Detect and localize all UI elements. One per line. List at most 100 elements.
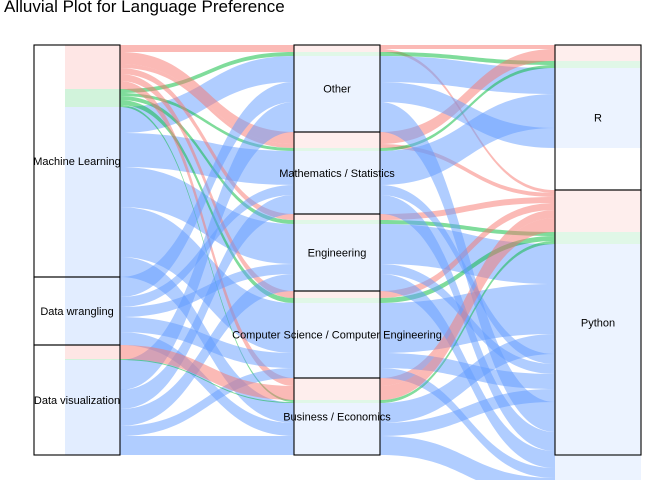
flow-machine-learning-to-computer-science-computer-engineering-blue xyxy=(120,207,294,353)
stratum-label-other: Other xyxy=(323,84,351,96)
stratum-fill-band xyxy=(294,403,380,423)
flow-engineering-to-python-blue xyxy=(380,274,555,468)
flow-machine-learning-to-mathematics-statistics-red xyxy=(120,64,294,148)
stratum-fill-band xyxy=(294,264,380,274)
stratum-fill-band xyxy=(294,52,380,56)
stratum-label-engineering: Engineering xyxy=(308,248,367,260)
stratum-label-data-wrangling: Data wrangling xyxy=(40,306,113,318)
stratum-fill-band xyxy=(65,307,120,317)
stratum-fill-band xyxy=(294,274,380,291)
stratum-python xyxy=(554,189,642,456)
stratum-fill-band xyxy=(65,207,120,257)
stratum-fill-band xyxy=(294,220,380,224)
stratum-fill-band xyxy=(555,451,641,468)
flow-business-economics-to-python-red xyxy=(380,210,555,386)
stratum-fill-band xyxy=(555,241,641,243)
stratum-fill-band xyxy=(555,61,641,65)
flow-machine-learning-to-other-red xyxy=(120,49,294,52)
flow-other-to-python-blue xyxy=(380,102,555,432)
stratum-fill-band xyxy=(65,359,120,360)
stratum-fill-band xyxy=(65,96,120,100)
flow-other-to-r-blue xyxy=(380,56,555,94)
stratum-fill-band xyxy=(294,353,380,368)
stratum-fill-band xyxy=(555,197,641,203)
flow-business-economics-to-python-red xyxy=(380,218,555,400)
stratum-fill-band xyxy=(294,400,380,402)
stratum-fill-band xyxy=(555,364,641,374)
stratum-fill-band xyxy=(294,224,380,264)
flow-data-wrangling-to-engineering-blue xyxy=(120,264,294,317)
stratum-fill-band xyxy=(65,64,120,68)
stratum-fill-band xyxy=(294,185,380,195)
flow-data-visualization-to-engineering-blue xyxy=(120,274,294,426)
flow-mathematics-statistics-to-python-red xyxy=(380,144,555,197)
flow-business-economics-to-python-blue xyxy=(380,389,555,436)
stratum-fill-band xyxy=(65,74,120,81)
stratum-label-machine-learning: Machine Learning xyxy=(33,156,120,168)
stratum-fill-band xyxy=(65,426,120,436)
stratum-fill-band xyxy=(555,354,641,364)
stratum-fill-band xyxy=(294,144,380,148)
stratum-fill-band xyxy=(294,148,380,151)
stratum-fill-band xyxy=(65,257,120,277)
stratum-fill-band xyxy=(294,49,380,52)
stratum-fill-band xyxy=(65,360,120,390)
flow-data-visualization-to-mathematics-statistics-blue xyxy=(120,195,294,409)
stratum-fill-band xyxy=(294,402,380,403)
stratum-fill-band xyxy=(555,236,641,241)
stratum-fill-band xyxy=(555,218,641,232)
stratum-fill-band xyxy=(555,389,641,402)
flow-business-economics-to-python-blue xyxy=(380,436,555,480)
flow-machine-learning-to-mathematics-statistics-green xyxy=(120,93,294,151)
stratum-fill-band xyxy=(294,386,380,400)
stratum-business-economics xyxy=(293,377,381,456)
stratum-fill-band xyxy=(555,334,641,354)
stratum-fill-band xyxy=(294,82,380,102)
stratum-fill-band xyxy=(555,45,641,49)
stratum-fill-band xyxy=(65,93,120,96)
stratum-data-visualization xyxy=(33,344,121,456)
stratum-fill-band xyxy=(294,132,380,144)
stratum-fill-band xyxy=(294,102,380,132)
stratum-fill-band xyxy=(65,332,120,345)
flow-other-to-r-blue xyxy=(380,82,555,148)
stratum-fill-band xyxy=(65,409,120,426)
flow-mathematics-statistics-to-r-red xyxy=(380,49,555,144)
stratum-layer xyxy=(33,44,642,456)
stratum-fill-band xyxy=(65,297,120,307)
flow-data-visualization-to-business-economics-red xyxy=(120,345,294,400)
flow-machine-learning-to-mathematics-statistics-red xyxy=(120,52,294,144)
stratum-fill-band xyxy=(555,468,641,478)
stratum-fill-band xyxy=(294,56,380,82)
flow-computer-science-computer-engineering-to-python-blue xyxy=(380,368,555,478)
stratum-fill-band xyxy=(294,151,380,185)
stratum-fill-band xyxy=(555,193,641,197)
stratum-fill-band xyxy=(555,243,641,244)
flow-data-wrangling-to-business-economics-blue xyxy=(120,332,294,436)
stratum-fill-band xyxy=(294,291,380,298)
stratum-fill-band xyxy=(294,195,380,214)
stratum-fill-band xyxy=(65,89,120,93)
flow-data-visualization-to-business-economics-green xyxy=(120,359,294,403)
flow-layer xyxy=(65,45,641,480)
stratum-fill-band xyxy=(65,277,120,297)
stratum-fill-band xyxy=(294,214,380,220)
stratum-fill-band xyxy=(555,65,641,68)
flow-engineering-to-python-red xyxy=(380,197,555,220)
stratum-label-mathematics-statistics: Mathematics / Statistics xyxy=(279,168,395,180)
flow-data-visualization-to-business-economics-blue xyxy=(120,436,294,455)
flow-data-wrangling-to-other-blue xyxy=(120,82,294,297)
flow-machine-learning-to-other-green xyxy=(120,52,294,93)
stratum-fill-band xyxy=(65,133,120,167)
flow-business-economics-to-python-green xyxy=(380,243,555,403)
stratum-fill-band xyxy=(65,107,120,133)
flow-machine-learning-to-engineering-blue xyxy=(120,167,294,264)
chart-title: Alluvial Plot for Language Preference xyxy=(4,0,285,16)
stratum-fill-band xyxy=(65,81,120,89)
stratum-label-data-visualization: Data visualization xyxy=(34,395,120,407)
label-layer: Machine Learning Data wrangling Data visua… xyxy=(33,84,615,424)
stratum-fill-band xyxy=(555,128,641,148)
flow-other-to-r-red xyxy=(380,45,555,49)
stratum-fill-band xyxy=(555,402,641,432)
